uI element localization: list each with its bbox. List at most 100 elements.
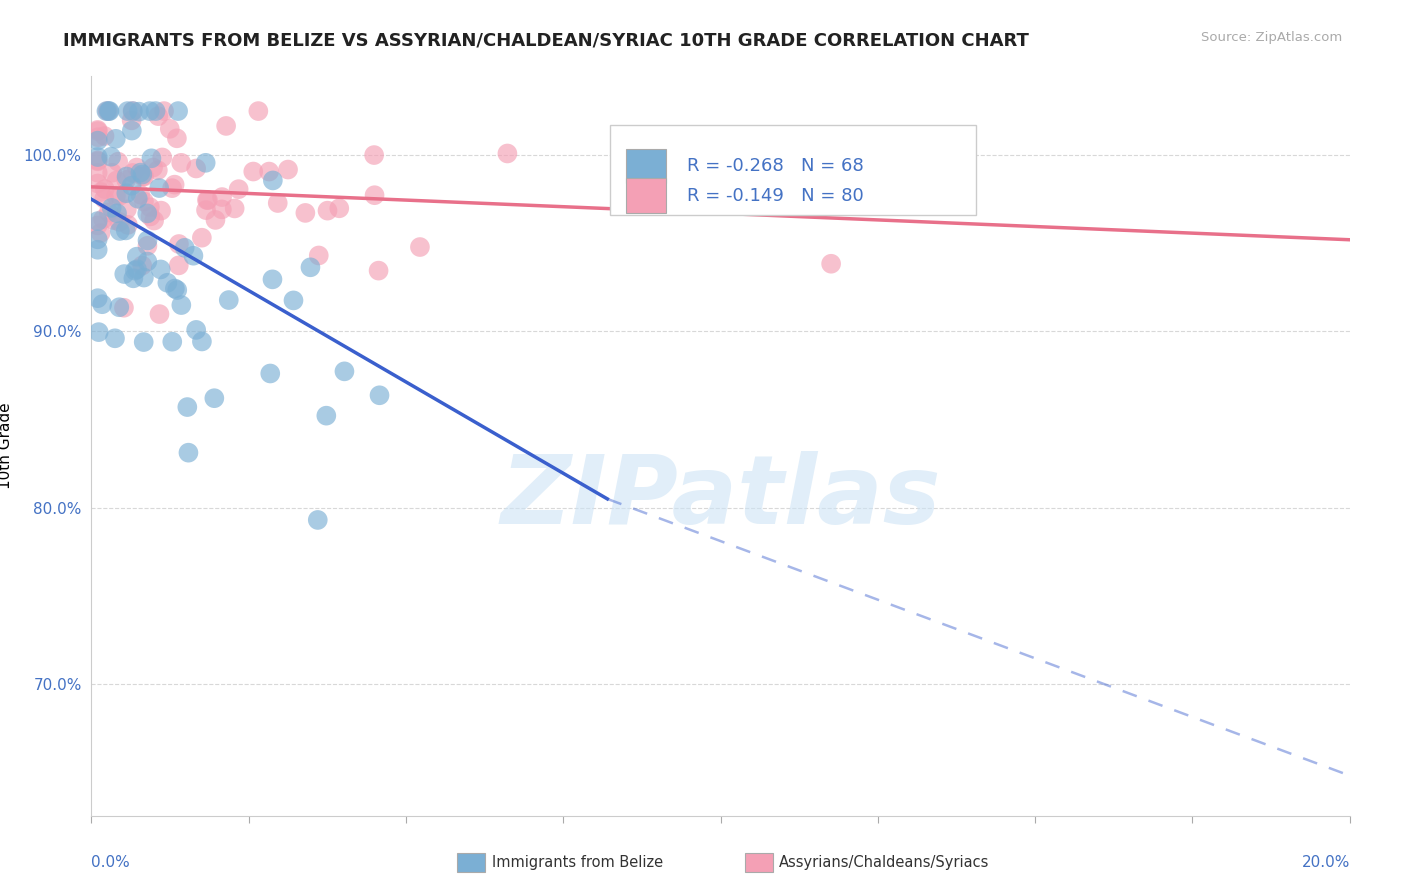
Point xyxy=(115,169,138,184)
Text: 20.0%: 20.0% xyxy=(1302,855,1350,870)
Point xyxy=(409,240,432,254)
Point xyxy=(159,121,181,136)
Point xyxy=(218,293,240,307)
Point xyxy=(108,189,131,203)
Point xyxy=(132,194,155,209)
Point xyxy=(100,150,122,164)
Point xyxy=(136,206,159,220)
Point xyxy=(115,173,138,187)
Point xyxy=(308,248,330,262)
Point xyxy=(283,293,305,308)
Point xyxy=(86,166,108,180)
Point xyxy=(150,203,173,218)
Point xyxy=(496,146,519,161)
Point xyxy=(163,178,186,192)
Point xyxy=(129,187,152,202)
Point xyxy=(136,254,159,268)
Point xyxy=(177,445,200,459)
Point xyxy=(108,300,131,314)
Point xyxy=(294,206,316,220)
Point xyxy=(114,223,136,237)
Text: Immigrants from Belize: Immigrants from Belize xyxy=(492,855,664,870)
Point xyxy=(363,188,385,202)
Point xyxy=(91,297,114,311)
Point xyxy=(136,239,159,253)
Point xyxy=(125,262,148,277)
Point xyxy=(186,161,208,176)
Point xyxy=(90,226,112,240)
Point xyxy=(86,123,108,137)
Point xyxy=(131,168,153,182)
Point xyxy=(86,232,108,246)
Point xyxy=(368,388,391,402)
Point xyxy=(139,210,162,224)
Point xyxy=(195,193,218,207)
Point xyxy=(259,367,281,381)
Point xyxy=(167,259,190,273)
Point xyxy=(211,190,233,204)
Point xyxy=(86,177,108,191)
Point xyxy=(146,163,169,178)
Point xyxy=(267,196,290,211)
Point xyxy=(148,307,170,321)
Point xyxy=(121,178,143,193)
Y-axis label: 10th Grade: 10th Grade xyxy=(0,402,13,490)
Point xyxy=(129,166,152,180)
Point xyxy=(143,213,166,227)
Point xyxy=(367,263,389,277)
Point xyxy=(128,104,150,119)
Point xyxy=(315,409,337,423)
Point xyxy=(186,323,208,337)
Point xyxy=(307,513,329,527)
Point xyxy=(170,298,193,312)
Point xyxy=(117,218,139,232)
Point xyxy=(96,104,118,119)
Point xyxy=(100,201,122,215)
Point xyxy=(121,104,143,119)
Point xyxy=(141,151,163,165)
Point xyxy=(153,104,176,119)
Point xyxy=(163,281,186,295)
Point xyxy=(93,192,115,206)
Point xyxy=(148,181,170,195)
Point xyxy=(132,270,155,285)
Point xyxy=(262,173,284,187)
Point xyxy=(97,205,120,219)
Point xyxy=(162,334,184,349)
Point xyxy=(105,188,128,202)
Point xyxy=(115,186,138,201)
Point xyxy=(86,124,108,138)
Point xyxy=(101,166,124,180)
Point xyxy=(316,203,339,218)
Point xyxy=(104,331,127,345)
Point xyxy=(142,161,165,175)
Point xyxy=(104,132,127,146)
Text: ZIPatlas: ZIPatlas xyxy=(501,451,941,544)
Point xyxy=(87,325,110,339)
Point xyxy=(87,130,110,145)
Point xyxy=(97,104,120,119)
Point xyxy=(90,185,112,199)
Point xyxy=(333,364,356,378)
Point xyxy=(277,162,299,177)
Point xyxy=(194,156,217,170)
Point xyxy=(98,104,121,119)
Point xyxy=(156,276,179,290)
Point xyxy=(134,169,156,184)
Point xyxy=(167,237,190,252)
Point xyxy=(139,104,162,119)
Point xyxy=(122,271,145,285)
Point xyxy=(145,104,167,119)
Point xyxy=(197,193,219,207)
Point xyxy=(363,148,385,162)
Point xyxy=(117,104,139,119)
Point xyxy=(87,154,110,169)
Point xyxy=(125,250,148,264)
Point xyxy=(121,166,143,180)
Point xyxy=(112,301,135,315)
Point xyxy=(86,134,108,148)
Point xyxy=(93,128,115,143)
Point xyxy=(328,202,350,216)
Point xyxy=(160,181,183,195)
Point xyxy=(191,230,214,244)
